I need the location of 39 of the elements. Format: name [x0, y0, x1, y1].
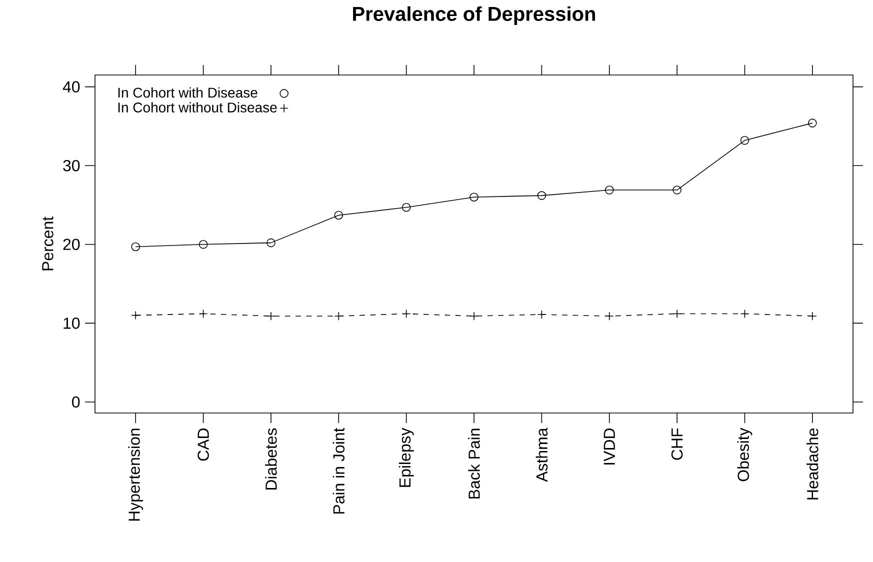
x-tick-label: Headache — [806, 428, 818, 500]
x-tick-label: Asthma — [536, 428, 548, 482]
point — [131, 242, 140, 252]
point — [402, 202, 411, 212]
point — [266, 238, 276, 248]
point — [402, 309, 411, 318]
point — [740, 136, 750, 145]
point — [604, 312, 614, 320]
x-tick-label: Pain in Joint — [332, 428, 345, 514]
point — [470, 192, 478, 202]
point — [672, 186, 682, 194]
x-tick-label: CAD — [198, 428, 209, 461]
legend-label: In Cohort without Disease — [118, 102, 277, 112]
point — [604, 186, 614, 194]
chart-title: Prevalence of Depression — [353, 6, 596, 25]
point — [198, 240, 208, 249]
point — [131, 310, 140, 320]
x-tick-label: Obesity — [737, 428, 752, 482]
x-tick-label: Hypertension — [128, 428, 144, 521]
point — [672, 309, 682, 318]
point — [198, 309, 208, 318]
point — [537, 310, 546, 319]
x-tick-label: Epilepsy — [398, 428, 414, 487]
y-tick-label: 30 — [63, 160, 80, 172]
x-tick-label: IVDD — [604, 428, 615, 464]
x-tick-label: Back Pain — [468, 428, 480, 498]
point — [334, 312, 344, 320]
point — [334, 210, 344, 220]
point — [537, 191, 546, 200]
y-tick-label: 0 — [72, 396, 80, 408]
legend-label: In Cohort with Disease — [118, 87, 258, 98]
point — [740, 309, 750, 318]
y-axis-title: Percent — [42, 216, 54, 270]
x-tick-label: CHF — [671, 428, 683, 460]
x-tick-label: Diabetes — [265, 428, 277, 490]
point — [808, 118, 817, 128]
y-tick-label: 20 — [63, 238, 80, 250]
y-tick-label: 10 — [64, 318, 80, 329]
y-tick-label: 40 — [62, 81, 80, 92]
